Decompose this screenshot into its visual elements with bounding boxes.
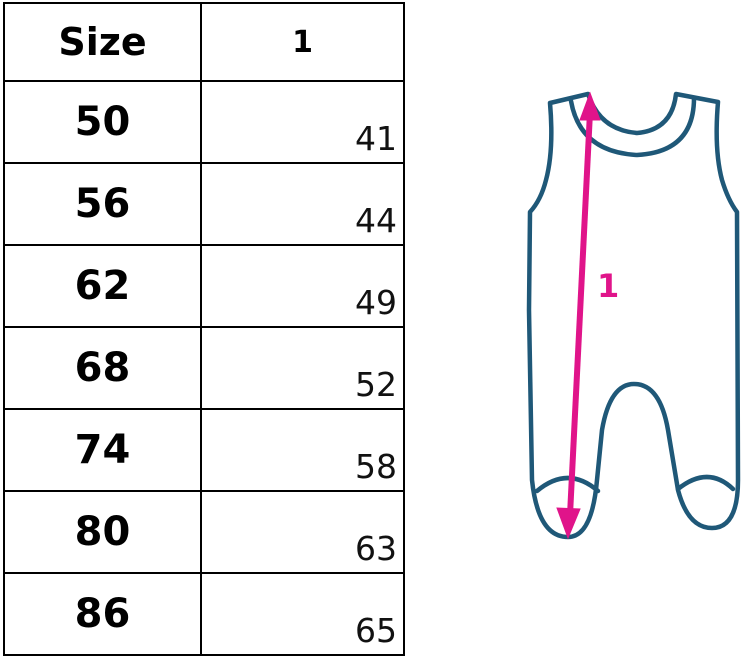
romper-outline — [526, 91, 741, 540]
size-cell: 50 — [3, 80, 202, 164]
size-cell: 62 — [3, 244, 202, 328]
measurement-arrow-line — [567, 111, 593, 516]
neck-trim — [568, 95, 697, 158]
value-cell: 44 — [200, 162, 405, 246]
header-size: Size — [3, 2, 202, 82]
size-cell: 68 — [3, 326, 202, 410]
size-cell: 74 — [3, 408, 202, 492]
arrow-head-bottom — [556, 507, 581, 540]
value-cell: 58 — [200, 408, 405, 492]
table-row: 80 63 — [3, 490, 405, 574]
size-cell: 80 — [3, 490, 202, 574]
value-cell: 41 — [200, 80, 405, 164]
table-row: 74 58 — [3, 408, 405, 492]
header-measurement-1: 1 — [200, 2, 405, 82]
romper-diagram: 1 — [526, 91, 741, 540]
left-foot-seam — [534, 475, 601, 494]
table-row: 50 41 — [3, 80, 405, 164]
value-cell: 49 — [200, 244, 405, 328]
size-cell: 56 — [3, 162, 202, 246]
arrow-head-top — [579, 91, 601, 121]
value-cell: 52 — [200, 326, 405, 410]
measurement-label: 1 — [597, 267, 619, 305]
value-cell: 63 — [200, 490, 405, 574]
table-row: 56 44 — [3, 162, 405, 246]
right-foot-seam — [675, 474, 736, 492]
table-row: 68 52 — [3, 326, 405, 410]
table-header-row: Size 1 — [3, 2, 405, 82]
size-chart-table: Size 1 50 41 56 44 62 49 68 52 74 58 80 63 86 6… — [3, 2, 405, 656]
table-row: 62 49 — [3, 244, 405, 328]
